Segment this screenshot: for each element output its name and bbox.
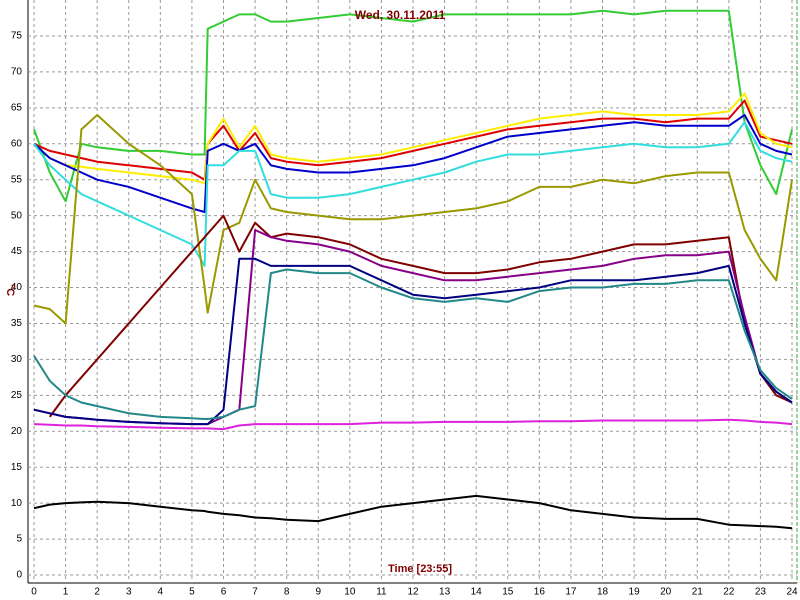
y-tick-label: 30 [11,354,23,365]
data-line [33,257,793,426]
x-tick-label: 1 [63,587,69,598]
y-tick-label: 20 [11,426,23,437]
x-tick-label: 23 [755,587,767,598]
x-tick-label: 3 [126,587,132,598]
x-tick-label: 22 [723,587,735,598]
x-tick-label: 17 [565,587,577,598]
x-tick-label: 2 [94,587,100,598]
y-tick-label: 0 [16,570,22,581]
x-tick-label: 0 [31,587,37,598]
data-line [33,92,793,185]
y-axis-label: °C [4,284,16,296]
y-tick-label: 35 [11,318,23,329]
x-tick-label: 13 [439,587,451,598]
x-tick-label: 18 [597,587,609,598]
x-axis-label: Time [23:55] [388,563,452,575]
x-tick-label: 11 [376,587,387,598]
y-tick-label: 25 [11,390,23,401]
y-tick-label: 10 [11,498,23,509]
y-tick-label: 45 [11,246,23,257]
y-tick-label: 60 [11,138,23,149]
y-tick-label: 50 [11,210,23,221]
x-tick-label: 6 [221,587,227,598]
x-tick-label: 9 [315,587,321,598]
y-tick-label: 75 [11,31,23,42]
x-tick-label: 14 [471,587,483,598]
data-line [48,214,793,418]
x-tick-label: 10 [344,587,356,598]
x-tick-label: 7 [252,587,258,598]
data-line [33,99,793,181]
x-tick-label: 24 [786,587,798,598]
y-tick-label: 5 [16,534,22,545]
y-tick-label: 40 [11,282,23,293]
data-line [33,114,793,213]
data-line [33,418,793,431]
data-line [33,121,793,267]
x-tick-label: 15 [502,587,514,598]
x-tick-label: 19 [629,587,641,598]
data-line [33,268,793,420]
data-line [33,494,793,530]
y-tick-label: 55 [11,174,23,185]
x-tick-label: 5 [189,587,195,598]
data-line [33,114,793,325]
x-tick-label: 21 [692,587,704,598]
x-tick-label: 16 [534,587,546,598]
x-tick-label: 20 [660,587,672,598]
y-tick-label: 65 [11,102,23,113]
chart-title: Wed, 30.11.2011 [355,8,446,22]
x-tick-label: 8 [284,587,290,598]
x-tick-label: 12 [407,587,419,598]
y-tick-label: 70 [11,67,23,78]
y-tick-label: 15 [11,462,23,473]
x-tick-label: 4 [158,587,164,598]
